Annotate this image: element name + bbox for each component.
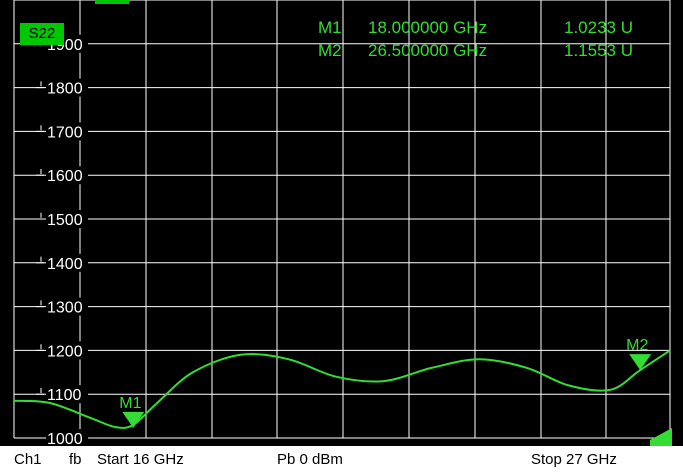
y-tick-label-background bbox=[44, 122, 88, 141]
marker-readout-m1: M1 18.000000 GHz 1.0233 U bbox=[318, 18, 668, 38]
y-tick-label-background bbox=[44, 253, 88, 272]
power-level[interactable]: Pb 0 dBm bbox=[277, 451, 343, 468]
y-tick-label: 1000 bbox=[47, 431, 83, 446]
stop-frequency[interactable]: Stop 27 GHz bbox=[531, 451, 617, 468]
y-tick-label: 1500 bbox=[47, 212, 83, 229]
mode-label[interactable]: fb bbox=[69, 451, 82, 468]
trace-label[interactable]: S22 bbox=[20, 23, 64, 45]
y-tick-label-background bbox=[44, 341, 88, 360]
marker-frequency: 26.500000 GHz bbox=[368, 41, 488, 60]
y-tick-label: 1400 bbox=[47, 256, 83, 273]
y-tick-label-background bbox=[44, 210, 88, 228]
marker-label: M1 bbox=[119, 395, 141, 412]
y-tick-label: 1600 bbox=[47, 168, 83, 185]
y-tick-label-background bbox=[44, 78, 88, 97]
marker-readout-m2: M2 26.500000 GHz 1.1553 U bbox=[318, 41, 668, 61]
y-tick-label: 1800 bbox=[47, 81, 83, 98]
marker-triangle[interactable] bbox=[122, 411, 145, 428]
marker-label: M2 bbox=[626, 337, 648, 354]
marker-layer: M1 M2 bbox=[119, 337, 672, 446]
y-tick-label: 1200 bbox=[47, 343, 83, 360]
status-bar: Ch1 fb Start 16 GHz Pb 0 dBm Stop 27 GHz bbox=[0, 446, 683, 474]
marker-triangle[interactable] bbox=[629, 354, 652, 371]
y-tick-label-background bbox=[44, 166, 88, 185]
y-tick-label-background bbox=[44, 385, 88, 404]
y-tick-label: 1100 bbox=[47, 387, 82, 404]
start-frequency[interactable]: Start 16 GHz bbox=[97, 451, 184, 468]
marker-value: 1.1553 U bbox=[564, 41, 633, 60]
trace-tab bbox=[95, 0, 129, 4]
y-tick-label: 1300 bbox=[47, 300, 83, 317]
channel-label[interactable]: Ch1 bbox=[14, 451, 42, 468]
y-tick-label-background bbox=[44, 429, 88, 446]
scroll-indicator bbox=[650, 428, 672, 446]
marker-frequency: 18.000000 GHz bbox=[368, 18, 488, 37]
marker-value: 1.0233 U bbox=[564, 18, 633, 37]
plot-area[interactable]: 1900180017001600150014001300120011001000… bbox=[0, 0, 683, 446]
y-tick-label-background bbox=[44, 297, 88, 316]
y-tick-label: 1700 bbox=[47, 124, 83, 141]
plot-background bbox=[0, 0, 683, 446]
trace-line bbox=[13, 349, 671, 429]
grid bbox=[13, 0, 671, 439]
marker-name: M2 bbox=[318, 41, 342, 60]
marker-name: M1 bbox=[318, 18, 342, 37]
